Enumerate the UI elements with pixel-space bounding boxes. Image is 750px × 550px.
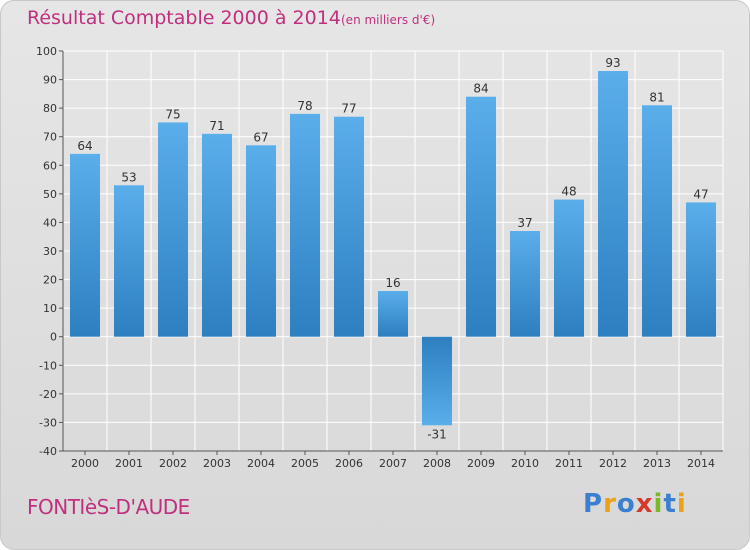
data-label-2004: 67 [253, 130, 268, 144]
bar-2011 [554, 199, 584, 337]
bar-2008 [422, 336, 452, 426]
data-label-2009: 84 [473, 82, 488, 96]
y-tick-label: 50 [43, 188, 57, 201]
data-label-2011: 48 [561, 185, 576, 199]
logo-letter: r [603, 489, 617, 519]
logo-letter: x [635, 489, 654, 519]
data-label-2002: 75 [165, 107, 180, 121]
y-tick-label: -20 [39, 388, 57, 401]
bar-2013 [642, 105, 672, 337]
data-label-2001: 53 [121, 170, 136, 184]
logo-letter: o [616, 489, 636, 519]
y-tick-label: 20 [43, 274, 57, 287]
x-tick-label: 2004 [247, 457, 275, 470]
data-label-2007: 16 [385, 276, 400, 290]
bar-2004 [246, 145, 276, 337]
logo-letter: i [676, 489, 687, 519]
bar-2003 [202, 133, 232, 337]
data-label-2005: 78 [297, 99, 312, 113]
town-name: FONTIèS-D'AUDE [27, 495, 190, 519]
y-tick-label: 60 [43, 159, 57, 172]
y-tick-label: 70 [43, 131, 57, 144]
y-tick-label: -10 [39, 359, 57, 372]
data-label-2008: -31 [427, 427, 447, 441]
x-tick-label: 2007 [379, 457, 407, 470]
x-tick-label: 2010 [511, 457, 539, 470]
proxiti-logo: Proxiti [583, 489, 687, 519]
bar-2002 [158, 122, 188, 337]
x-tick-label: 2014 [687, 457, 715, 470]
data-label-2014: 47 [693, 187, 708, 201]
chart-title: Résultat Comptable 2000 à 2014 [27, 7, 341, 29]
x-tick-label: 2011 [555, 457, 583, 470]
x-tick-label: 2008 [423, 457, 451, 470]
x-tick-label: 2009 [467, 457, 495, 470]
x-tick-label: 2012 [599, 457, 627, 470]
x-tick-label: 2013 [643, 457, 671, 470]
data-label-2013: 81 [649, 90, 664, 104]
logo-letter: i [653, 489, 664, 519]
y-tick-label: 80 [43, 102, 57, 115]
y-tick-label: 30 [43, 245, 57, 258]
y-tick-label: -40 [39, 445, 57, 458]
bar-2010 [510, 231, 540, 337]
data-label-2010: 37 [517, 216, 532, 230]
bar-2014 [686, 202, 716, 337]
chart-subtitle: (en milliers d'€) [341, 13, 436, 27]
data-label-2000: 64 [77, 139, 92, 153]
x-tick-label: 2003 [203, 457, 231, 470]
y-tick-label: 40 [43, 216, 57, 229]
y-tick-label: -30 [39, 416, 57, 429]
x-tick-label: 2006 [335, 457, 363, 470]
bar-2005 [290, 113, 320, 337]
x-tick-label: 2005 [291, 457, 319, 470]
bar-2009 [466, 96, 496, 337]
logo-letter: t [663, 489, 677, 519]
y-tick-label: 100 [36, 45, 57, 58]
y-tick-label: 90 [43, 74, 57, 87]
data-label-2012: 93 [605, 56, 620, 70]
y-tick-label: 10 [43, 302, 57, 315]
data-label-2003: 71 [209, 119, 224, 133]
logo-letter: P [583, 489, 604, 519]
bar-2001 [114, 185, 144, 337]
x-tick-label: 2001 [115, 457, 143, 470]
y-tick-label: 0 [50, 331, 57, 344]
bar-2006 [334, 116, 364, 337]
x-tick-label: 2000 [71, 457, 99, 470]
bar-2000 [70, 153, 100, 337]
x-tick-label: 2002 [159, 457, 187, 470]
bar-2007 [378, 291, 408, 337]
data-label-2006: 77 [341, 102, 356, 116]
bar-2012 [598, 71, 628, 337]
